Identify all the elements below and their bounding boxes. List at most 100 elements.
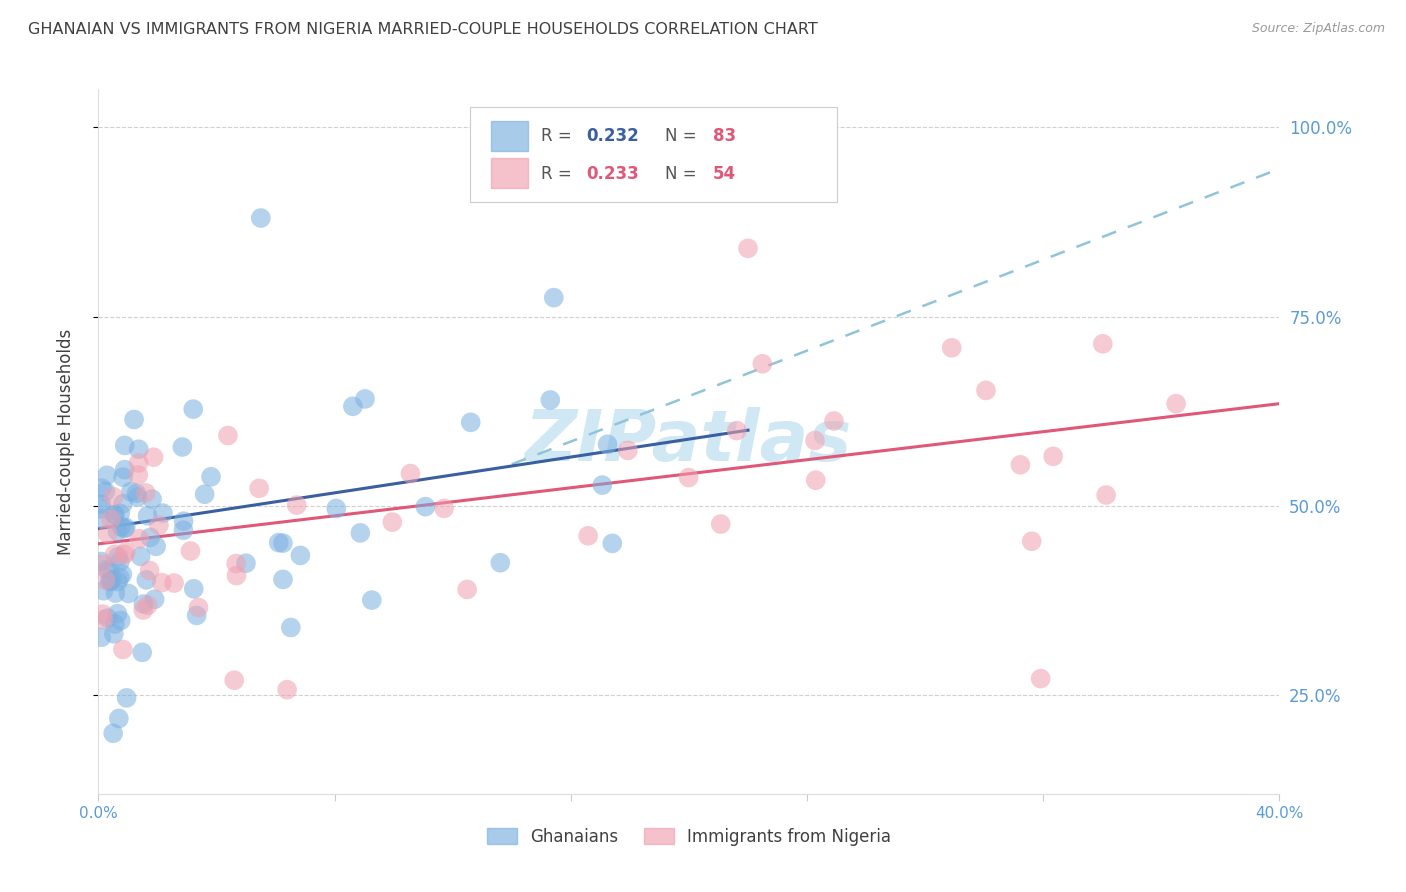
Point (105, 524, 128, 538)
Point (96, 562, 118, 576)
Point (399, 467, 422, 481)
Point (163, 576, 186, 591)
Point (280, 620, 302, 634)
Point (111, 567, 134, 582)
Point (135, 486, 157, 500)
Point (360, 593, 382, 607)
Point (200, 469, 222, 483)
Text: N =: N = (665, 128, 702, 145)
Point (108, 555, 131, 569)
Y-axis label: Married-couple Households: Married-couple Households (56, 328, 75, 555)
Point (132, 597, 155, 611)
Point (751, 357, 773, 371)
Point (127, 468, 149, 483)
Point (354, 392, 377, 406)
Point (1021, 534, 1043, 549)
Point (104, 586, 127, 600)
Point (111, 642, 134, 657)
Point (415, 500, 437, 514)
Point (128, 456, 150, 470)
Point (152, 506, 174, 520)
Point (974, 384, 997, 398)
Point (114, 438, 136, 452)
Point (97, 526, 120, 541)
Point (173, 514, 195, 528)
Text: N =: N = (665, 165, 702, 183)
Point (285, 498, 308, 512)
Point (107, 574, 129, 589)
Point (114, 548, 136, 562)
Point (135, 573, 157, 587)
Text: GHANAIAN VS IMMIGRANTS FROM NIGERIA MARRIED-COUPLE HOUSEHOLDS CORRELATION CHART: GHANAIAN VS IMMIGRANTS FROM NIGERIA MARR… (28, 22, 818, 37)
Point (276, 682, 298, 697)
Point (94, 484, 117, 499)
Point (104, 508, 127, 522)
Point (100, 512, 122, 526)
Point (110, 614, 132, 628)
Text: 0.232: 0.232 (586, 128, 638, 145)
Point (104, 617, 127, 632)
Point (1091, 336, 1114, 351)
Point (131, 645, 153, 659)
Point (141, 491, 163, 506)
Point (271, 536, 294, 550)
Point (90, 630, 112, 644)
Point (103, 627, 125, 641)
Point (129, 549, 152, 564)
Point (225, 568, 247, 582)
Point (172, 440, 194, 454)
Point (576, 529, 599, 543)
Point (139, 530, 162, 544)
Point (1095, 488, 1118, 502)
Point (150, 575, 173, 590)
Point (120, 484, 142, 499)
Point (97, 611, 120, 625)
Point (128, 532, 150, 546)
Text: Source: ZipAtlas.com: Source: ZipAtlas.com (1251, 22, 1385, 36)
Point (143, 592, 166, 607)
Point (678, 470, 700, 484)
Point (737, 241, 759, 255)
Point (100, 574, 122, 589)
Point (103, 508, 125, 522)
Point (114, 520, 136, 534)
Point (98, 574, 121, 588)
Point (112, 470, 135, 484)
Point (1029, 672, 1052, 686)
Point (90, 555, 112, 569)
Point (941, 341, 963, 355)
Point (1166, 397, 1188, 411)
Point (187, 600, 209, 615)
Point (381, 515, 404, 529)
Bar (491, 121, 529, 151)
Point (617, 443, 640, 458)
Point (115, 545, 138, 559)
Point (349, 525, 371, 540)
Point (489, 556, 512, 570)
Bar (491, 158, 529, 188)
Point (224, 673, 246, 688)
Point (107, 549, 129, 564)
Point (145, 539, 167, 553)
Point (103, 726, 125, 740)
Point (194, 487, 217, 501)
Point (127, 490, 149, 504)
Point (290, 549, 312, 563)
Point (108, 711, 131, 725)
Text: ZIPatlas: ZIPatlas (526, 407, 852, 476)
Point (267, 535, 290, 549)
Point (91, 613, 114, 627)
Legend: Ghanaians, Immigrants from Nigeria: Ghanaians, Immigrants from Nigeria (481, 822, 897, 853)
Point (125, 486, 148, 500)
Point (460, 415, 482, 429)
Point (342, 400, 364, 414)
FancyBboxPatch shape (471, 107, 837, 202)
Point (93, 583, 115, 598)
Point (108, 570, 131, 584)
Point (725, 424, 748, 438)
Point (325, 501, 347, 516)
Point (600, 536, 623, 550)
Point (100, 573, 122, 587)
Point (96, 468, 118, 483)
Point (235, 556, 257, 570)
